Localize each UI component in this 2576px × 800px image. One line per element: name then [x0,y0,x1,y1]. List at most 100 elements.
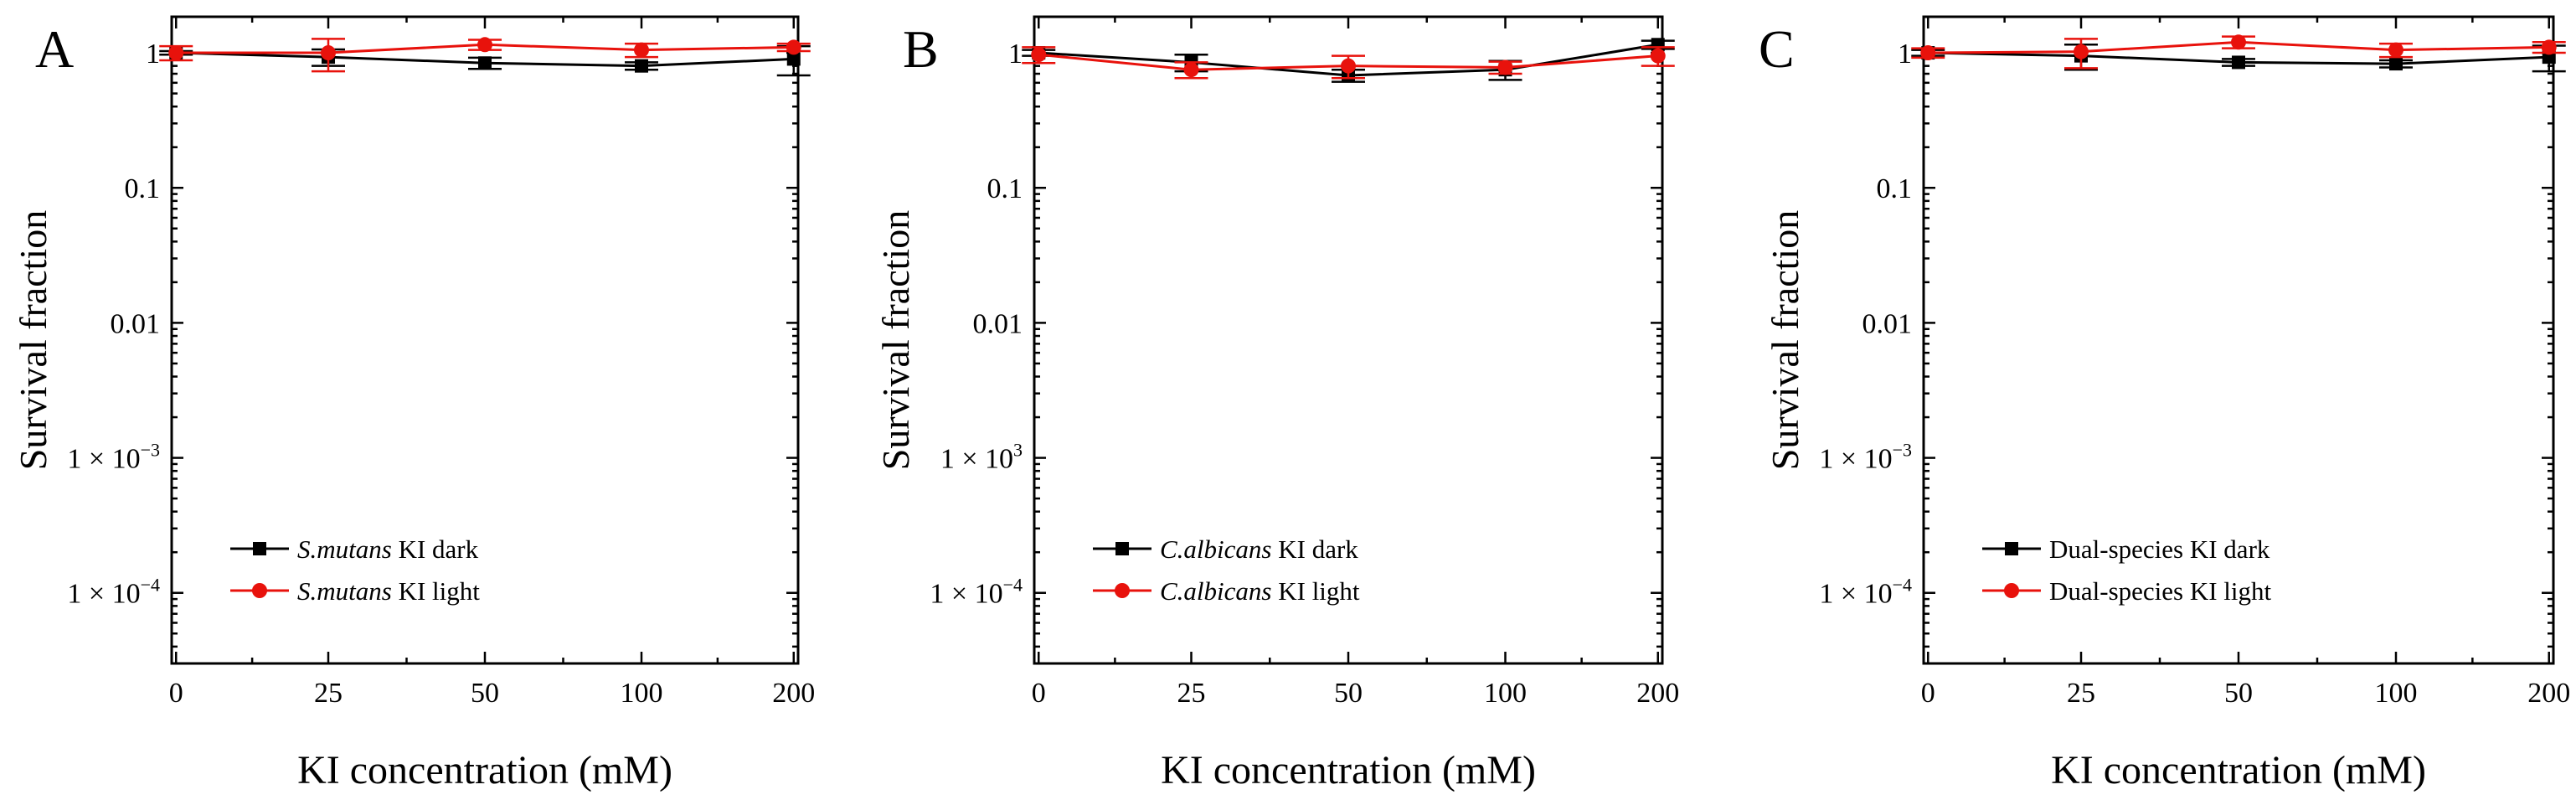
data-point-circle [1183,62,1199,78]
y-tick-label: 0.01 [973,308,1023,339]
data-point-circle [1650,48,1666,64]
y-tick-label-exponent: −4 [141,575,160,596]
data-point-square [2232,55,2245,70]
legend-suffix: KI dark [392,534,479,564]
data-point-circle [168,45,184,61]
legend-marker-circle [2004,583,2019,598]
y-tick-label: 0.1 [987,173,1023,204]
data-point-circle [2541,39,2557,55]
y-tick-label: 1 × 103 [940,440,1023,475]
y-tick-label-exponent: 3 [1013,440,1023,461]
x-tick-label: 50 [471,678,499,709]
y-axis-ticks [1034,51,1662,665]
x-tick-label: 25 [2067,678,2095,709]
y-axis-ticks [1924,51,2553,665]
y-tick-label-exponent: −3 [1893,440,1912,461]
y-tick-label-base: 1 × 10 [930,579,1002,610]
y-tick-label: 0.1 [1877,173,1913,204]
legend-entry: S.mutans KI light [297,576,480,606]
y-tick-label: 1 [146,39,160,70]
data-point-circle [477,37,492,53]
y-tick-label-base: 1 × 10 [940,444,1013,475]
panel-label: A [35,19,74,79]
legend-marker-circle [252,583,267,598]
data-point-circle [321,45,336,61]
x-tick-label: 0 [1921,678,1935,709]
y-axis-label: Survival fraction [874,210,917,470]
x-tick-label: 50 [1334,678,1363,709]
legend-marker-square [1115,542,1129,555]
data-point-circle [1497,59,1513,75]
legend-entry: C.albicans KI dark [1160,534,1358,564]
y-tick-label: 0.01 [111,308,161,339]
data-point-circle [634,42,649,58]
legend-suffix: KI dark [1271,534,1358,564]
y-tick-label: 0.1 [125,173,161,204]
data-point-circle [2231,34,2246,50]
y-tick-label-base: 1 × 10 [1819,444,1892,475]
legend-entry: C.albicans KI light [1160,576,1360,606]
legend-species: C.albicans [1160,534,1271,564]
x-tick-label: 25 [1177,678,1206,709]
y-tick-label: 1 × 10−4 [1819,575,1912,610]
y-tick-label: 1 [1898,39,1912,70]
y-tick-label-exponent: −4 [1893,575,1912,596]
x-tick-label: 100 [1484,678,1527,709]
legend-suffix: Dual-species KI dark [2049,534,2270,564]
x-tick-label: 25 [314,678,343,709]
y-tick-label-exponent: −3 [141,440,160,461]
data-point-square [2389,57,2403,71]
y-tick-label-base: 1 × 10 [1819,579,1892,610]
y-axis-ticks [172,51,798,665]
legend-entry: Dual-species KI light [2049,576,2272,606]
data-point-circle [1920,45,1936,61]
series-light [159,37,811,73]
y-tick-label: 1 [1008,39,1023,70]
legend-entry: S.mutans KI dark [297,534,479,564]
y-tick-label-base: 1 × 10 [67,579,140,610]
y-tick-label-base: 1 × 10 [67,444,140,475]
panel-label: B [903,19,939,79]
y-tick-label: 1 × 10−4 [930,575,1023,610]
x-axis-label: KI concentration (mM) [297,748,672,792]
data-point-square [786,52,801,66]
panel-label: C [1759,19,1795,79]
x-tick-label: 0 [169,678,183,709]
x-tick-label: 100 [2375,678,2418,709]
legend-species: S.mutans [297,534,392,564]
series-light [1022,46,1675,80]
data-point-circle [1031,47,1047,63]
legend-marker-square [2005,542,2018,555]
legend: S.mutans KI dark S.mutans KI light [230,534,480,606]
data-point-circle [1341,58,1356,74]
data-point-circle [786,39,801,55]
x-tick-label: 50 [2224,678,2253,709]
series-light [1911,34,2566,70]
y-axis-label: Survival fraction [1764,210,1806,470]
x-axis-label: KI concentration (mM) [2051,748,2426,792]
data-point-circle [2074,44,2089,59]
x-axis-label: KI concentration (mM) [1161,748,1536,792]
plot-frame [1922,15,2555,665]
legend-suffix: KI light [1271,576,1359,606]
data-point-square [478,56,492,70]
legend-entry: Dual-species KI dark [2049,534,2270,564]
y-tick-label-exponent: −4 [1003,575,1023,596]
legend-marker-circle [1115,583,1130,598]
x-tick-label: 200 [772,678,815,709]
data-point-square [635,59,648,73]
plot-frame [1033,15,1664,665]
x-tick-label: 0 [1032,678,1046,709]
legend-suffix: Dual-species KI light [2049,576,2272,606]
data-point-circle [2388,42,2403,58]
x-tick-label: 100 [621,678,663,709]
y-tick-label: 1 × 10−3 [1819,440,1912,475]
y-axis-label: Survival fraction [12,210,54,470]
y-tick-label: 1 × 10−4 [67,575,160,610]
legend-marker-square [253,542,266,555]
legend: Dual-species KI dark Dual-species KI ligh… [1982,534,2272,606]
